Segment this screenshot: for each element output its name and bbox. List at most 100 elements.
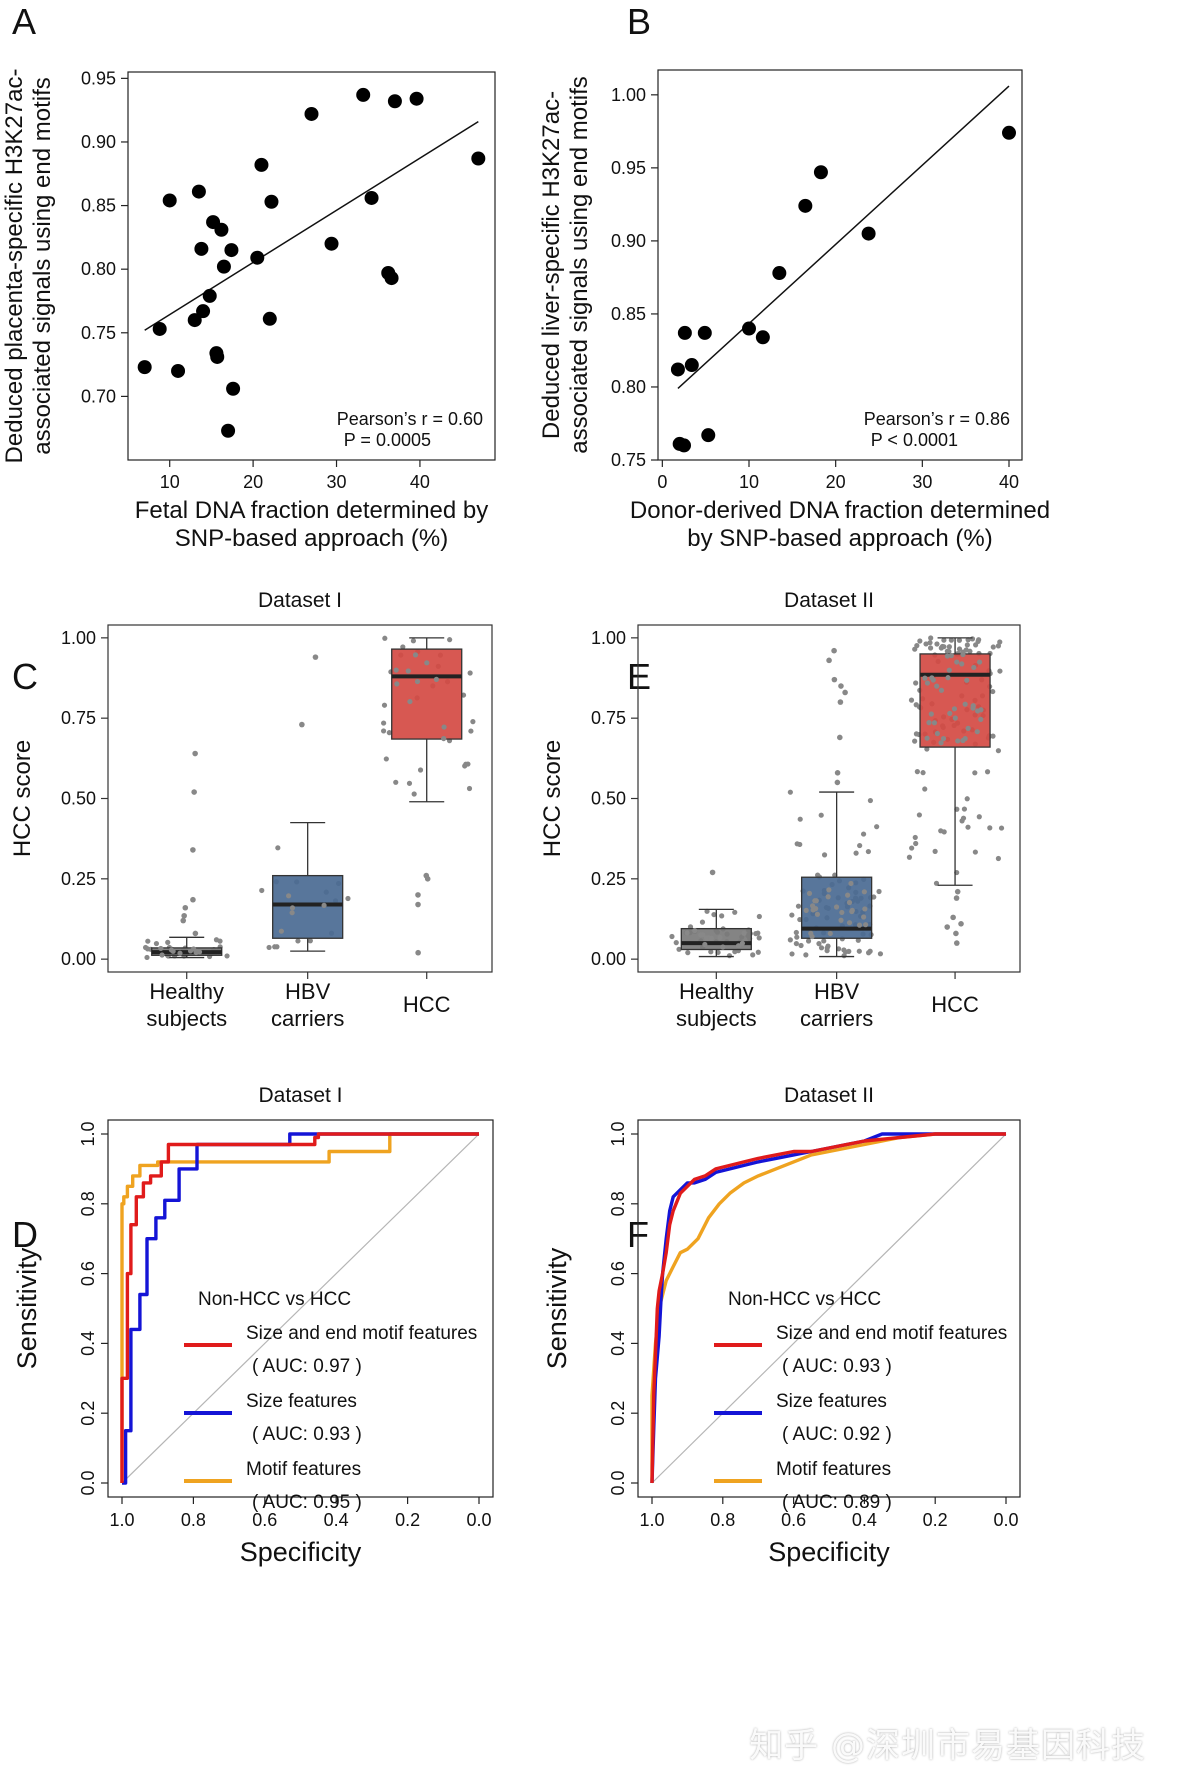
jitter-point	[971, 664, 977, 671]
outlier-point	[954, 888, 961, 895]
category-label: HBV	[285, 979, 331, 1004]
jitter-point	[414, 678, 421, 685]
y-tick-label: 0.2	[78, 1401, 98, 1426]
data-point	[742, 321, 756, 336]
jitter-point	[857, 842, 863, 849]
data-point	[254, 157, 269, 172]
plot-frame	[637, 1119, 1021, 1498]
jitter-point	[447, 637, 453, 643]
jitter-point	[974, 729, 980, 735]
jitter-point	[145, 938, 151, 944]
jitter-point	[964, 796, 970, 802]
regression-line	[144, 120, 479, 331]
jitter-point	[417, 767, 424, 773]
x-tick-label: 0.2	[395, 1510, 420, 1530]
legend-series-name: Motif features	[776, 1459, 891, 1480]
jitter-point	[826, 887, 832, 893]
jitter-point	[964, 677, 970, 683]
y-tick-label: 1.0	[608, 1121, 628, 1146]
legend-auc: ( AUC: 0.95 )	[252, 1492, 362, 1513]
y-tick-label: 0.95	[611, 158, 646, 178]
jitter-point	[810, 907, 816, 913]
jitter-point	[877, 951, 884, 957]
jitter-point	[946, 667, 952, 673]
y-tick-label: 0.25	[61, 869, 96, 889]
jitter-point	[470, 719, 476, 725]
x-tick-label: 0	[657, 472, 667, 492]
outlier-point	[837, 699, 844, 705]
jitter-point	[934, 730, 940, 737]
chart-title: Dataset I	[258, 1084, 342, 1107]
jitter-point	[286, 893, 292, 899]
data-point	[772, 266, 787, 281]
category-label: Healthy	[149, 979, 224, 1004]
jitter-point	[965, 824, 971, 830]
jitter-point	[955, 738, 961, 744]
jitter-point	[394, 681, 400, 687]
jitter-point	[944, 648, 950, 654]
jitter-point	[750, 952, 756, 958]
jitter-point	[927, 640, 933, 646]
jitter-point	[938, 740, 944, 746]
category-label: subjects	[676, 1006, 757, 1031]
chart-title: Dataset I	[258, 589, 342, 612]
jitter-point	[916, 812, 922, 818]
category-label: HCC	[403, 992, 451, 1017]
jitter-point	[441, 735, 447, 742]
jitter-point	[838, 917, 844, 923]
y-tick-label: 0.95	[81, 68, 116, 88]
jitter-point	[928, 711, 934, 717]
x-tick-label: 10	[160, 472, 180, 492]
y-axis-label: HCC score	[539, 740, 566, 857]
jitter-point	[917, 638, 923, 644]
category-label: carriers	[271, 1006, 344, 1031]
data-point	[152, 321, 167, 336]
y-tick-label: 0.00	[591, 949, 626, 969]
panel-label-d: D	[12, 1214, 38, 1255]
jitter-point	[153, 940, 160, 947]
jitter-point	[756, 935, 762, 941]
jitter-point	[259, 887, 265, 894]
jitter-point	[813, 898, 819, 904]
jitter-point	[978, 716, 984, 722]
pearson-annotation: Pearson’s r = 0.60	[337, 409, 483, 429]
jitter-point	[468, 728, 474, 734]
data-point	[364, 190, 379, 205]
y-tick-label: 1.00	[61, 628, 96, 648]
jitter-point	[946, 644, 952, 650]
data-point	[677, 438, 691, 453]
jitter-point	[839, 909, 845, 916]
jitter-point	[345, 895, 351, 902]
jitter-point	[874, 824, 880, 830]
jitter-point	[913, 680, 919, 686]
jitter-point	[914, 643, 920, 649]
data-point	[171, 363, 186, 378]
x-axis-label: SNP-based approach (%)	[175, 525, 448, 552]
outlier-point	[415, 949, 421, 956]
data-point	[224, 243, 239, 258]
jitter-point	[719, 913, 725, 919]
jitter-point	[821, 852, 828, 858]
jitter-point	[964, 642, 970, 648]
y-tick-label: 0.0	[608, 1470, 628, 1495]
outlier-point	[826, 657, 832, 664]
jitter-point	[995, 855, 1002, 862]
y-tick-label: 0.80	[81, 259, 116, 279]
jitter-point	[224, 953, 230, 959]
jitter-point	[159, 952, 165, 958]
jitter-point	[948, 637, 954, 643]
jitter-point	[973, 642, 979, 648]
outlier-point	[312, 654, 319, 660]
y-tick-label: 0.50	[61, 789, 96, 809]
outlier-point	[415, 901, 421, 908]
jitter-point	[867, 797, 874, 804]
y-tick-label: 0.0	[78, 1470, 98, 1495]
jitter-point	[806, 890, 813, 897]
outlier-point	[299, 721, 305, 728]
jitter-point	[465, 761, 471, 767]
x-tick-label: 0.4	[324, 1510, 349, 1530]
jitter-point	[158, 945, 164, 952]
jitter-point	[933, 880, 940, 886]
jitter-point	[711, 911, 717, 918]
